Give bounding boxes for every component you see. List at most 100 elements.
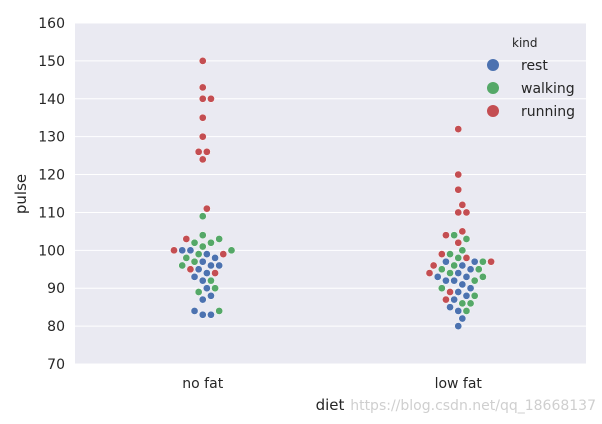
- data-point-rest: [194, 265, 203, 274]
- data-point-walking: [194, 250, 203, 258]
- data-point-running: [454, 185, 463, 194]
- x-axis-title: diet: [316, 396, 345, 414]
- data-point-running: [437, 250, 446, 258]
- legend-items: rest walking running: [487, 58, 575, 120]
- y-tick-label: 100: [38, 243, 65, 259]
- data-point-running: [454, 238, 463, 247]
- data-point-rest: [190, 273, 199, 281]
- x-tick-label: no fat: [182, 376, 223, 392]
- data-point-rest: [462, 291, 471, 300]
- data-point-running: [198, 94, 207, 103]
- data-point-walking: [446, 250, 454, 258]
- data-point-running: [194, 147, 203, 156]
- y-tick-label: 150: [38, 54, 65, 70]
- data-point-walking: [194, 288, 203, 296]
- data-point-running: [198, 57, 207, 65]
- legend-title: kind: [512, 36, 538, 50]
- data-point-running: [454, 208, 463, 217]
- data-point-walking: [479, 257, 487, 266]
- data-point-walking: [182, 254, 191, 262]
- data-point-walking: [190, 257, 199, 266]
- legend-label: rest: [521, 58, 548, 74]
- data-point-running: [462, 208, 471, 217]
- data-point-running: [211, 269, 219, 277]
- data-point-walking: [462, 235, 471, 243]
- data-point-rest: [203, 284, 211, 293]
- legend-marker: [487, 105, 499, 117]
- data-point-rest: [215, 261, 224, 270]
- data-point-running: [442, 295, 450, 304]
- data-point-running: [487, 257, 495, 266]
- data-point-rest: [207, 291, 215, 300]
- x-tick-label: low fat: [435, 376, 483, 392]
- y-tick-label: 80: [47, 319, 65, 335]
- data-point-walking: [466, 299, 475, 308]
- data-point-walking: [462, 307, 471, 315]
- data-point-running: [454, 125, 463, 133]
- data-point-rest: [190, 307, 199, 315]
- watermark-text: https://blog.csdn.net/qq_18668137: [350, 398, 596, 414]
- data-point-rest: [203, 269, 211, 277]
- data-point-rest: [433, 273, 442, 281]
- y-tick-label: 160: [38, 16, 65, 32]
- legend-label: walking: [521, 81, 575, 97]
- data-point-rest: [203, 250, 211, 258]
- data-point-running: [203, 204, 211, 213]
- data-point-walking: [474, 265, 483, 274]
- data-point-walking: [479, 273, 487, 281]
- data-point-running: [425, 269, 434, 277]
- data-point-walking: [470, 276, 479, 285]
- data-point-running: [198, 132, 207, 141]
- data-point-rest: [450, 276, 458, 285]
- data-point-rest: [207, 310, 215, 319]
- data-point-walking: [198, 242, 207, 251]
- x-tick-labels: no fat low fat: [182, 376, 482, 392]
- data-point-running: [219, 250, 228, 258]
- data-point-rest: [186, 246, 195, 255]
- data-point-running: [198, 155, 207, 164]
- data-point-running: [207, 94, 215, 103]
- data-point-rest: [207, 261, 215, 270]
- data-point-rest: [198, 310, 207, 319]
- data-point-rest: [198, 257, 207, 266]
- y-tick-label: 130: [38, 130, 65, 146]
- grid-lines: [75, 22, 586, 365]
- y-tick-label: 140: [38, 92, 65, 108]
- data-point-running: [458, 227, 467, 236]
- data-point-rest: [446, 303, 454, 312]
- data-point-walking: [437, 284, 446, 293]
- data-point-rest: [198, 295, 207, 304]
- data-point-walking: [215, 307, 224, 315]
- data-point-running: [462, 254, 471, 262]
- data-point-walking: [215, 235, 224, 243]
- data-point-walking: [437, 265, 446, 274]
- data-point-rest: [454, 288, 463, 296]
- data-points: [170, 57, 495, 330]
- data-point-walking: [454, 254, 463, 262]
- data-point-running: [442, 231, 450, 240]
- data-point-rest: [442, 257, 450, 266]
- data-point-running: [458, 201, 467, 209]
- y-tick-label: 120: [38, 168, 65, 184]
- data-point-walking: [458, 246, 467, 255]
- data-point-walking: [207, 276, 215, 285]
- data-point-walking: [178, 261, 187, 270]
- data-point-rest: [198, 276, 207, 285]
- data-point-walking: [450, 261, 458, 270]
- y-tick-label: 110: [38, 205, 65, 221]
- data-point-walking: [207, 238, 215, 247]
- data-point-rest: [458, 280, 467, 289]
- data-point-rest: [466, 265, 475, 274]
- data-point-running: [454, 170, 463, 179]
- data-point-running: [429, 261, 438, 270]
- data-point-walking: [458, 299, 467, 308]
- data-point-rest: [454, 322, 463, 330]
- y-tick-labels: 70 80 90 100 110 120 130 140 150 160: [38, 16, 65, 373]
- data-point-rest: [454, 307, 463, 315]
- y-tick-label: 90: [47, 281, 65, 297]
- data-point-rest: [454, 269, 463, 277]
- data-point-rest: [470, 257, 479, 266]
- data-point-rest: [458, 314, 467, 323]
- legend-marker: [487, 59, 499, 71]
